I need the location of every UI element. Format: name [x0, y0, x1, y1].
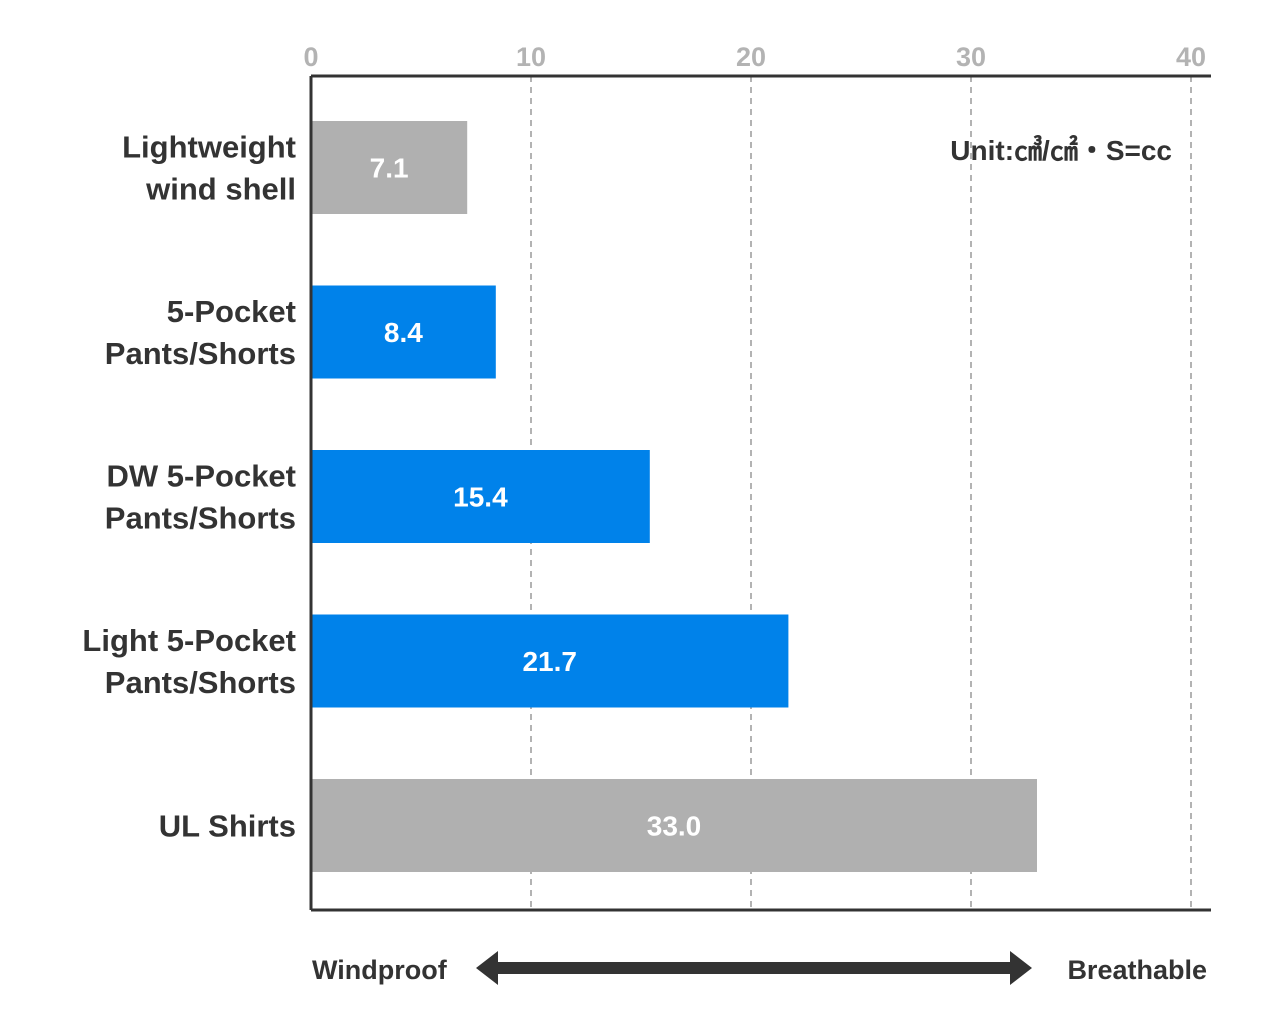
x-tick-label-0: 0	[303, 42, 318, 72]
category-label-line: 5-Pocket	[167, 294, 296, 329]
unit-label: Unit:㎤/㎠・S=cc	[950, 134, 1172, 166]
bar-value-label-5: 33.0	[647, 811, 702, 842]
x-tick-label-30: 30	[956, 42, 986, 72]
category-label-3: DW 5-Pocket Pants/Shorts	[105, 459, 296, 536]
category-labels: Lightweight wind shell 5-Pocket Pants/Short…	[82, 130, 296, 844]
bar-value-label-4: 21.7	[522, 646, 577, 677]
bar-1	[311, 121, 468, 214]
breathable-label: Breathable	[1067, 955, 1207, 985]
x-tick-label-10: 10	[516, 42, 546, 72]
grid-lines	[530, 76, 1192, 910]
category-label-line: Light 5-Pocket	[82, 623, 296, 658]
category-label-4: Light 5-Pocket Pants/Shorts	[82, 623, 296, 700]
bar-4	[311, 614, 789, 708]
category-label-line: Pants/Shorts	[105, 501, 296, 536]
category-label-line: Pants/Shorts	[105, 336, 296, 371]
category-label-line: Lightweight	[122, 130, 296, 165]
bars: 7.1 8.4 15.4 21.7 33.0	[311, 121, 1037, 872]
category-label-line: wind shell	[145, 172, 296, 207]
windproof-label: Windproof	[312, 955, 448, 985]
x-tick-labels: 0 10 20 30 40	[303, 42, 1206, 72]
bar-value-label-2: 8.4	[384, 317, 423, 348]
category-label-line: DW 5-Pocket	[107, 459, 296, 494]
bar-5	[311, 779, 1037, 872]
windproof-breathable-scale: Windproof Breathable	[312, 951, 1207, 985]
axes	[309, 74, 1211, 912]
bar-3	[311, 450, 650, 543]
double-arrow-icon	[476, 951, 1032, 985]
bar-value-label-1: 7.1	[370, 153, 409, 184]
bar-value-label-3: 15.4	[453, 482, 508, 513]
category-label-line: UL Shirts	[159, 809, 296, 844]
category-label-1: Lightweight wind shell	[122, 130, 296, 207]
x-tick-label-20: 20	[736, 42, 766, 72]
category-label-5: UL Shirts	[159, 809, 296, 844]
bar-2	[311, 285, 496, 379]
category-label-line: Pants/Shorts	[105, 665, 296, 700]
x-tick-label-40: 40	[1176, 42, 1206, 72]
category-label-2: 5-Pocket Pants/Shorts	[105, 294, 296, 371]
